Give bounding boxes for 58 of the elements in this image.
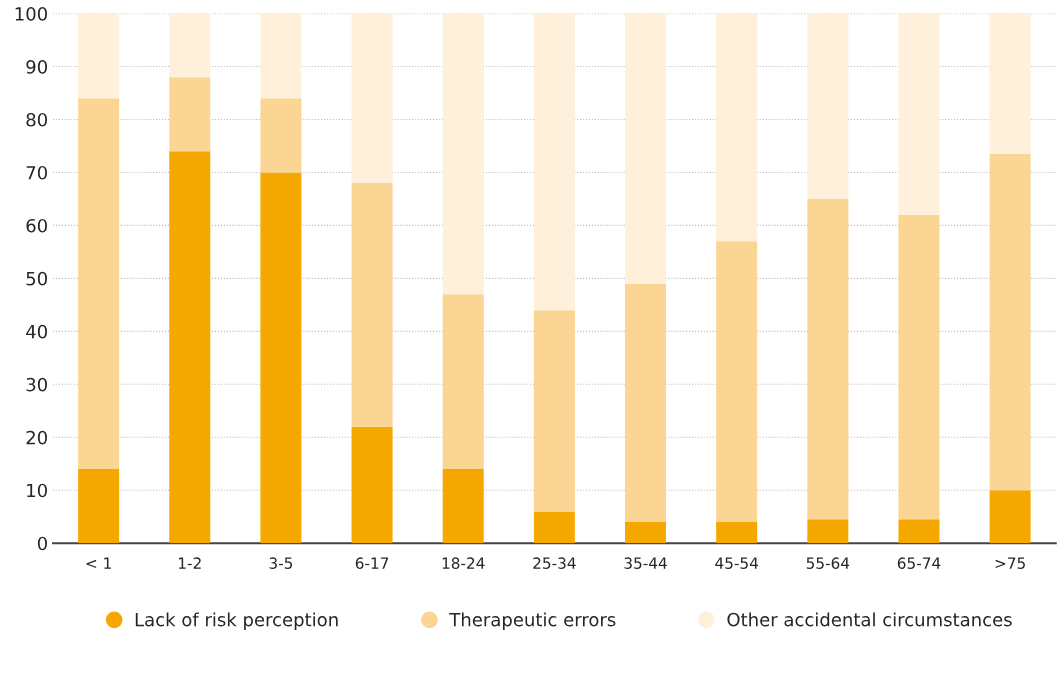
x-tick-label: < 1 bbox=[86, 557, 111, 569]
x-tick-label: 1-2 bbox=[178, 557, 201, 569]
x-tick-label: 45-54 bbox=[715, 557, 759, 569]
y-tick-label: 70 bbox=[26, 165, 47, 180]
bar bbox=[260, 172, 302, 544]
bar bbox=[807, 198, 849, 520]
bar bbox=[442, 469, 484, 544]
y-tick-label: 30 bbox=[26, 377, 47, 392]
bar bbox=[989, 490, 1031, 544]
bar bbox=[442, 13, 484, 295]
x-tick-label: 55-64 bbox=[806, 557, 850, 569]
y-tick-label: 100 bbox=[15, 7, 47, 21]
bar bbox=[898, 13, 940, 215]
x-tick-label: 6-17 bbox=[355, 557, 389, 569]
bar bbox=[78, 13, 120, 99]
bar bbox=[533, 511, 575, 544]
y-tick-label: 10 bbox=[27, 483, 47, 498]
bar bbox=[989, 153, 1031, 491]
bar bbox=[169, 77, 211, 152]
y-tick-label: 50 bbox=[26, 271, 47, 286]
x-tick-label: 18-24 bbox=[442, 557, 485, 569]
bar bbox=[898, 519, 940, 544]
y-tick-label: 90 bbox=[26, 60, 47, 74]
bar bbox=[898, 214, 940, 520]
bar bbox=[169, 151, 211, 544]
bar bbox=[989, 13, 1031, 154]
bar bbox=[716, 522, 758, 544]
legend-label: Therapeutic errors bbox=[449, 612, 616, 630]
bar bbox=[442, 294, 484, 470]
bar bbox=[533, 13, 575, 311]
x-tick-label: 25-34 bbox=[533, 557, 576, 569]
y-tick-label: 40 bbox=[26, 324, 47, 339]
bar bbox=[78, 469, 120, 544]
bar bbox=[625, 13, 667, 284]
bar bbox=[807, 519, 849, 544]
bar bbox=[169, 13, 211, 78]
bar bbox=[625, 283, 667, 523]
x-tick-label: >75 bbox=[995, 557, 1025, 569]
legend-label: Lack of risk perception bbox=[135, 612, 338, 630]
x-tick-label: 65-74 bbox=[897, 557, 941, 569]
bar bbox=[807, 13, 849, 199]
legend-label: Other accidental circumstances bbox=[727, 612, 1012, 627]
y-tick-label: 20 bbox=[26, 430, 47, 445]
y-tick-label: 60 bbox=[26, 218, 47, 233]
bar bbox=[351, 426, 393, 544]
bar bbox=[351, 183, 393, 427]
x-tick-label: 35-44 bbox=[624, 557, 667, 569]
y-tick-label: 0 bbox=[37, 536, 47, 551]
x-tick-label: 3-5 bbox=[269, 557, 293, 569]
bar bbox=[716, 13, 758, 242]
bar bbox=[533, 310, 575, 512]
y-tick-label: 80 bbox=[26, 112, 47, 127]
bar bbox=[351, 13, 393, 184]
bar bbox=[625, 522, 667, 544]
bar bbox=[260, 98, 302, 173]
bar bbox=[78, 98, 120, 470]
bar bbox=[260, 13, 302, 99]
bar bbox=[716, 241, 758, 523]
